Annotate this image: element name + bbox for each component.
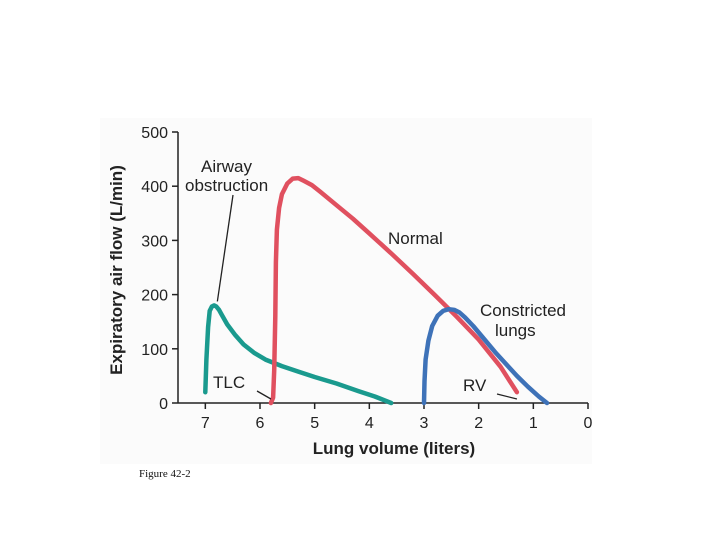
y-tick-label: 100 [141, 342, 168, 359]
annotation-pointer-line [256, 390, 272, 400]
y-tick-label: 200 [141, 288, 168, 305]
annotation-pointers [216, 194, 518, 400]
x-tick-label: 7 [201, 415, 210, 432]
x-tick-label: 2 [474, 415, 483, 432]
y-tick-label: 500 [141, 125, 168, 142]
y-tick-label: 400 [141, 179, 168, 196]
x-tick-label: 1 [529, 415, 538, 432]
figure-panel: 0 100 200 300 400 500 7 6 5 4 3 2 1 0 Lung volume (li… [100, 118, 592, 464]
annotation-constricted-lungs: Constricted lungs [480, 301, 571, 340]
chart-ticks: 0 100 200 300 400 500 7 6 5 4 3 2 1 0 [141, 125, 592, 432]
annotation-constricted-line-2: lungs [495, 321, 536, 340]
x-tick-label: 0 [584, 415, 592, 432]
annotation-airway-obstruction: Airway obstruction [185, 157, 268, 195]
x-tick-label: 5 [310, 415, 319, 432]
annotation-pointer-line [216, 194, 234, 302]
curve-constricted-lungs [421, 306, 550, 406]
annotation-pointer-line [496, 393, 518, 400]
figure-caption: Figure 42-2 [139, 468, 191, 480]
chart-curves [203, 175, 550, 406]
chart-axes [177, 132, 588, 404]
y-axis-title: Expiratory air flow (L/min) [107, 165, 126, 375]
annotation-airway-line-2: obstruction [185, 176, 268, 195]
annotation-rv: RV [463, 376, 487, 395]
curve-normal [268, 175, 520, 406]
flow-volume-chart: 0 100 200 300 400 500 7 6 5 4 3 2 1 0 Lung volume (li… [107, 125, 592, 458]
x-tick-label: 6 [256, 415, 265, 432]
x-axis-title: Lung volume (liters) [313, 439, 475, 458]
y-tick-label: 300 [141, 233, 168, 250]
curve-airway-obstruction [203, 303, 394, 406]
annotation-tlc: TLC [213, 373, 245, 392]
x-tick-label: 4 [365, 415, 374, 432]
annotation-constricted-line-1: Constricted [480, 301, 566, 320]
annotation-airway-line-1: Airway [201, 157, 253, 176]
x-tick-label: 3 [420, 415, 429, 432]
y-tick-label: 0 [159, 396, 168, 413]
annotation-normal: Normal [388, 229, 443, 248]
